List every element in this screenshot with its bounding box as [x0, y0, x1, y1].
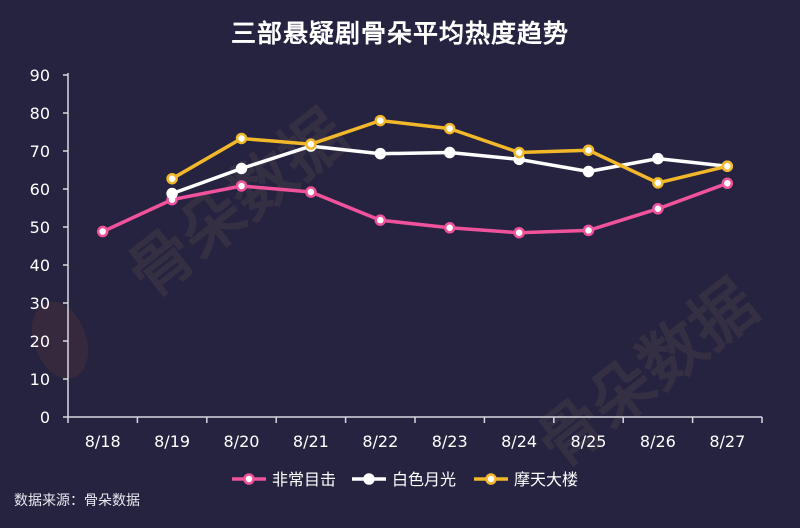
y-tick-label: 80 [30, 104, 50, 123]
x-tick-label: 8/18 [85, 432, 121, 451]
legend-swatch-marker [243, 473, 255, 485]
data-point [582, 144, 595, 156]
data-point [374, 214, 387, 226]
x-tick-label: 8/19 [154, 432, 190, 451]
y-tick-label: 20 [30, 332, 50, 351]
legend-label: 非常目击 [272, 470, 336, 489]
legend-swatch-marker [485, 473, 497, 485]
data-point [513, 226, 525, 239]
data-source-note: 数据来源：骨朵数据 [14, 493, 140, 509]
watermark-text: 骨朵数据 [114, 97, 361, 313]
series-points [96, 114, 734, 239]
data-point [652, 177, 664, 189]
legend-label: 摩天大楼 [514, 470, 578, 489]
data-point [582, 165, 595, 178]
data-point [96, 225, 109, 238]
data-point [443, 222, 456, 234]
y-tick-label: 60 [30, 180, 50, 199]
y-tick-label: 40 [30, 256, 50, 275]
y-tick-label: 0 [40, 408, 50, 427]
chart-title: 三部悬疑剧骨朵平均热度趋势 [230, 19, 569, 48]
data-point [652, 203, 664, 215]
x-tick-label: 8/22 [362, 432, 398, 451]
data-point [166, 187, 178, 200]
y-tick-label: 70 [30, 142, 50, 161]
data-point [443, 146, 456, 159]
x-tick-label: 8/24 [501, 432, 537, 451]
data-point [235, 180, 248, 192]
x-tick-label: 8/26 [640, 432, 676, 451]
data-point [721, 177, 734, 190]
legend-swatch-marker [363, 473, 375, 485]
data-point [235, 162, 248, 175]
y-tick-label: 10 [30, 370, 50, 389]
data-point [305, 186, 317, 198]
x-tick-label: 8/25 [571, 432, 607, 451]
x-tick-label: 8/20 [224, 432, 260, 451]
legend-label: 白色月光 [392, 470, 456, 489]
y-tick-label: 30 [30, 294, 50, 313]
axes: 0 10 20 30 40 50 60 70 80 90 8/18 8/19 8/20 8/21 8/22 8… [30, 66, 763, 451]
x-tick-label: 8/27 [709, 432, 745, 451]
legend: 非常目击 白色月光 摩天大楼 [232, 470, 578, 489]
y-tick-label: 90 [30, 66, 50, 85]
y-tick-label: 50 [30, 218, 50, 237]
data-point [374, 147, 387, 160]
series-line [100, 181, 730, 235]
data-point [235, 132, 248, 145]
x-tick-label: 8/21 [293, 432, 329, 451]
data-point [652, 152, 664, 165]
data-point [305, 138, 317, 150]
data-point [443, 122, 456, 135]
data-point [374, 114, 387, 127]
data-point [582, 224, 595, 237]
data-point [721, 160, 734, 172]
data-point [513, 146, 525, 159]
x-tick-label: 8/23 [432, 432, 468, 451]
data-point [166, 172, 178, 185]
watermark-logo-icon [31, 301, 89, 379]
